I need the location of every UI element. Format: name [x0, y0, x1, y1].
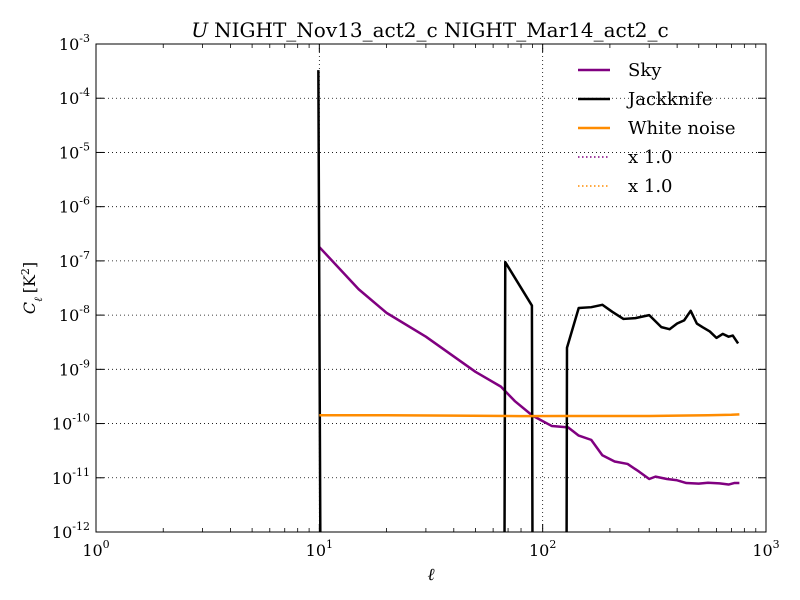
y-tick-label-exp: -5	[79, 140, 90, 153]
x-tick-label-exp: 2	[549, 538, 556, 551]
legend-label: x 1.0	[628, 147, 673, 168]
y-tick-label-base: 10	[59, 252, 79, 271]
series-line-white-noise	[319, 413, 740, 418]
y-tick-label-base: 10	[59, 306, 79, 325]
y-axis-label-sub: ℓ	[32, 297, 45, 302]
y-tick-label-base: 10	[59, 198, 79, 217]
y-tick-label-exp: -6	[79, 195, 90, 208]
y-tick-label-exp: -12	[72, 520, 90, 533]
chart-title-symbol: U	[191, 18, 209, 42]
legend-label: White noise	[628, 118, 736, 139]
x-tick-label: 101	[306, 538, 333, 560]
x-tick-label-base: 10	[82, 541, 102, 560]
y-tick-label-base: 10	[59, 89, 79, 108]
y-axis-label: Cℓ [K2]	[19, 262, 45, 314]
x-tick-label-exp: 3	[773, 538, 780, 551]
y-tick-label-base: 10	[52, 523, 72, 542]
y-axis-label-unit-sup: 2	[19, 268, 32, 275]
y-tick-label: 10-3	[59, 32, 90, 54]
chart-title-text: NIGHT_Nov13_act2_c NIGHT_Mar14_act2_c	[214, 18, 669, 42]
y-tick-label: 10-5	[59, 140, 90, 162]
y-tick-label-exp: -11	[72, 466, 90, 479]
x-tick-label-base: 10	[306, 541, 326, 560]
legend-label: Jackknife	[626, 89, 713, 110]
y-tick-label: 10-11	[52, 466, 90, 488]
legend: Sky Jackknife White noise x 1.0 x 1.0	[578, 60, 736, 197]
y-tick-label: 10-7	[59, 249, 90, 271]
x-tick-label-exp: 0	[103, 538, 110, 551]
y-tick-label-exp: -9	[79, 357, 90, 370]
y-tick-label-base: 10	[59, 360, 79, 379]
plot-frame	[95, 43, 767, 533]
chart-title: U NIGHT_Nov13_act2_c NIGHT_Mar14_act2_c	[191, 18, 668, 42]
series-line-sky	[318, 246, 740, 486]
x-tick-label: 103	[752, 538, 779, 560]
y-tick-label-base: 10	[52, 415, 72, 434]
y-tick-label: 10-8	[59, 303, 90, 325]
y-tick-label-exp: -8	[79, 303, 90, 316]
y-tick-label: 10-10	[52, 412, 90, 434]
y-tick-label: 10-9	[59, 357, 90, 379]
y-tick-label: 10-12	[52, 520, 90, 542]
y-tick-label-base: 10	[59, 35, 79, 54]
y-tick-label: 10-4	[59, 86, 90, 108]
axis-ticks: 100 101 102 10310-1210-1110-1010-910-810-71…	[52, 32, 780, 560]
y-tick-label-exp: -7	[79, 249, 90, 262]
x-tick-label-base: 10	[752, 541, 772, 560]
x-tick-label-base: 10	[529, 541, 549, 560]
series-line-jackknife	[317, 70, 740, 533]
x-tick-label: 100	[82, 538, 109, 560]
legend-label: x 1.0	[628, 176, 673, 197]
y-tick-label-exp: -3	[79, 32, 90, 45]
legend-label: Sky	[628, 60, 662, 81]
y-tick-label: 10-6	[59, 195, 90, 217]
series-lines	[317, 70, 740, 533]
y-tick-label-exp: -10	[72, 412, 90, 425]
y-axis-label-unit-close: ]	[20, 262, 39, 268]
y-tick-label-exp: -4	[79, 86, 90, 99]
x-tick-label: 102	[529, 538, 556, 560]
y-tick-label-base: 10	[59, 143, 79, 162]
y-axis-label-main: C	[20, 302, 39, 314]
y-tick-label-base: 10	[52, 469, 72, 488]
x-axis-label: ℓ	[427, 565, 434, 585]
x-tick-label-exp: 1	[326, 538, 333, 551]
y-axis-label-unit: [K	[20, 274, 39, 293]
